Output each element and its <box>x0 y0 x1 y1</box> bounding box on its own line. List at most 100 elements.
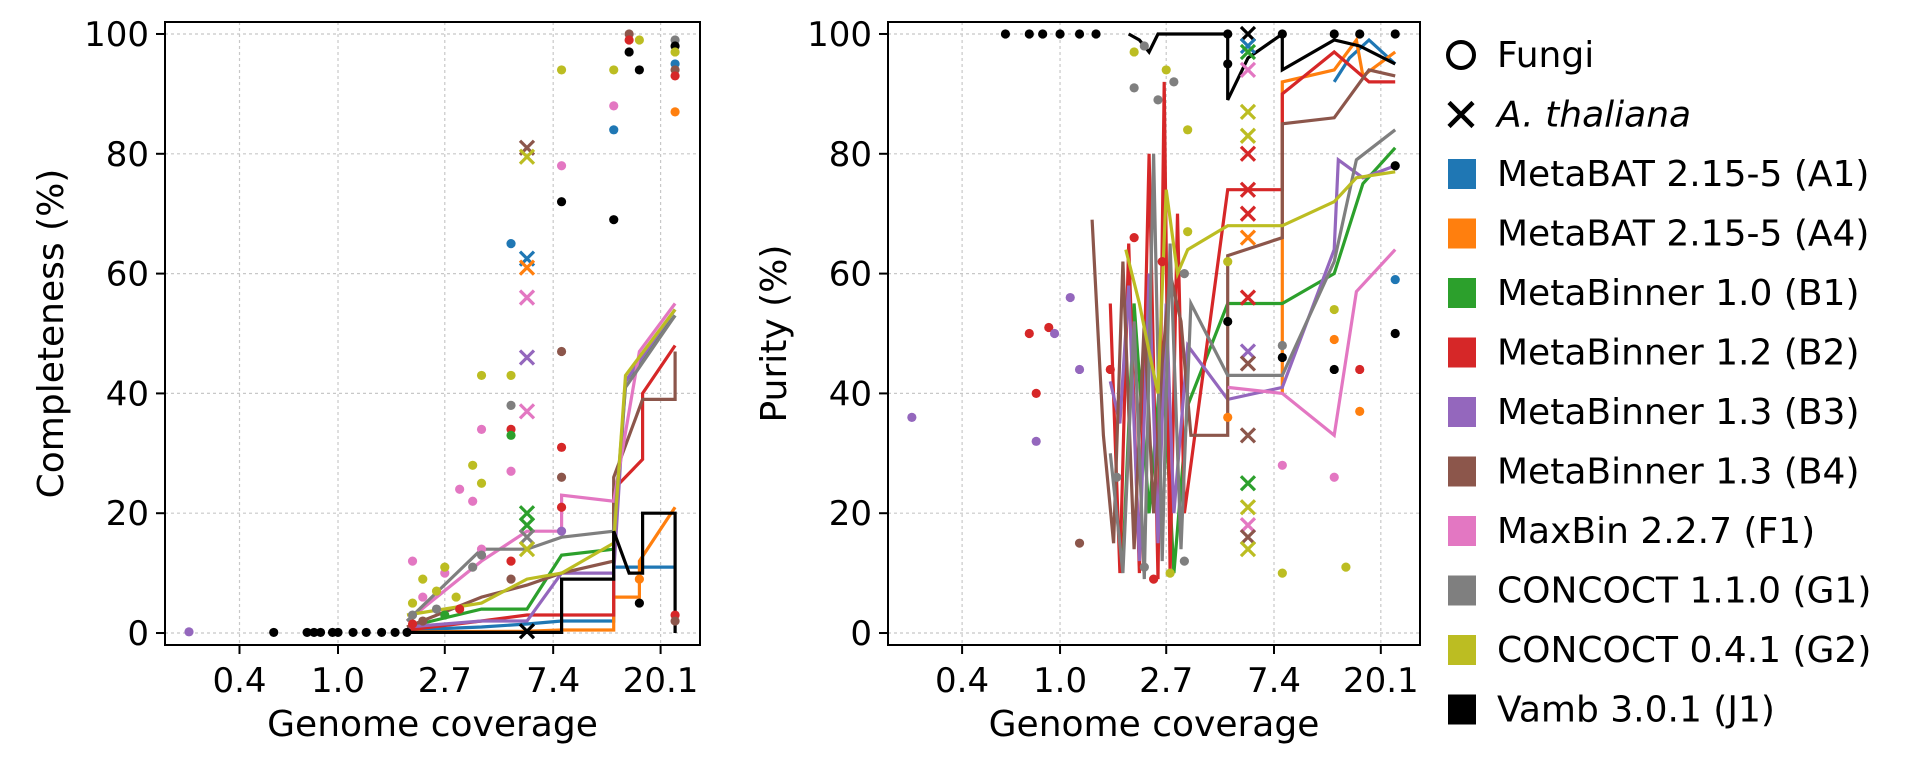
y-tick-label: 100 <box>84 15 149 55</box>
x-marker-point <box>518 529 536 546</box>
data-point <box>1065 292 1075 303</box>
y-axis-title: Purity (%) <box>754 245 795 423</box>
plot-area <box>184 29 680 640</box>
data-point <box>1038 29 1048 39</box>
series-line <box>1108 128 1397 580</box>
data-point <box>451 592 461 602</box>
legend-swatch <box>1448 575 1476 606</box>
data-point <box>390 627 400 638</box>
series-line <box>406 308 677 617</box>
legend-series-label: MetaBinner 1.3 (B4) <box>1497 452 1860 493</box>
y-tick-label: 40 <box>106 374 149 414</box>
y-tick-label: 0 <box>850 614 872 654</box>
legend-swatch <box>1448 218 1476 249</box>
x-marker-point <box>1239 355 1257 372</box>
legend-series-label: CONCOCT 0.4.1 (G2) <box>1497 630 1871 671</box>
x-tick-label: 20.1 <box>623 661 699 701</box>
data-point <box>1000 29 1011 39</box>
x-marker-point <box>1239 541 1257 558</box>
legend-series-label: Vamb 3.0.1 (J1) <box>1497 690 1775 731</box>
x-marker-point <box>1239 43 1257 61</box>
data-point <box>407 610 418 620</box>
x-marker-point <box>518 259 536 276</box>
x-axis-title: Genome coverage <box>989 704 1320 745</box>
data-point <box>506 430 516 440</box>
y-tick-label: 60 <box>829 255 872 295</box>
data-point <box>476 478 487 488</box>
legend-swatch <box>1448 694 1476 725</box>
data-point <box>1179 556 1189 566</box>
data-point <box>407 619 418 629</box>
legend-swatch <box>1448 337 1476 368</box>
data-point <box>624 35 634 45</box>
data-point <box>506 400 516 410</box>
data-point <box>1183 227 1193 237</box>
data-point <box>556 65 567 75</box>
series-line <box>1227 248 1397 439</box>
x-tick-label: 2.7 <box>418 661 472 701</box>
data-point <box>440 610 450 620</box>
data-point <box>1112 472 1122 482</box>
data-point <box>348 627 358 638</box>
data-point <box>634 574 644 584</box>
data-point <box>1390 29 1400 39</box>
legend-marker-label: Fungi <box>1497 35 1594 76</box>
legend-swatch <box>1448 278 1476 308</box>
data-point <box>1329 29 1339 39</box>
data-point <box>1223 59 1233 69</box>
x-tick-label: 1.0 <box>311 661 365 701</box>
data-point <box>377 627 387 638</box>
data-point <box>1139 562 1149 572</box>
legend-series-label: MetaBAT 2.15-5 (A4) <box>1497 214 1869 255</box>
data-point <box>1169 77 1179 87</box>
axes-frame <box>164 21 701 646</box>
data-point <box>1074 364 1085 375</box>
data-point <box>402 627 412 638</box>
data-point <box>1183 125 1193 135</box>
data-point <box>315 627 326 638</box>
legend-series-label: MetaBinner 1.3 (B3) <box>1497 392 1860 433</box>
data-point <box>440 562 450 572</box>
x-marker-point <box>1239 61 1257 79</box>
x-marker-point <box>1239 229 1257 246</box>
data-point <box>1223 412 1233 422</box>
x-marker-point <box>518 541 536 558</box>
data-point <box>1161 65 1171 75</box>
data-point <box>1355 364 1365 375</box>
x-tick-label: 7.4 <box>1247 661 1301 701</box>
data-point <box>1031 436 1041 446</box>
data-point <box>506 466 516 476</box>
data-point <box>1044 322 1054 333</box>
data-point <box>1091 29 1101 39</box>
data-point <box>361 627 371 638</box>
data-point <box>556 472 567 482</box>
data-point <box>670 107 680 117</box>
data-point <box>1329 364 1339 375</box>
x-marker-point <box>1239 25 1257 43</box>
x-marker-point <box>1239 289 1257 306</box>
y-tick-label: 80 <box>829 135 872 175</box>
legend-swatch <box>1448 635 1476 665</box>
x-marker-point <box>1239 499 1257 516</box>
x-marker-point <box>518 517 536 534</box>
x-marker-point <box>518 403 536 420</box>
x-icon <box>1447 100 1475 129</box>
data-point <box>1024 29 1034 39</box>
x-tick-label: 2.7 <box>1139 661 1193 701</box>
data-point <box>556 197 567 207</box>
data-point <box>634 35 644 45</box>
x-marker-point <box>1239 103 1257 120</box>
x-marker-point <box>1239 127 1257 144</box>
data-point <box>634 598 644 608</box>
data-point <box>418 592 428 602</box>
circle-icon <box>1446 40 1476 70</box>
legend: Fungi A. thaliana MetaBAT 2.15-5 (A1) MetaB… <box>1446 35 1871 731</box>
x-marker-point <box>1239 37 1257 55</box>
data-point <box>1355 406 1365 416</box>
data-point <box>1179 268 1189 279</box>
x-marker-point <box>1239 343 1257 360</box>
data-point <box>1074 29 1085 39</box>
data-point <box>506 239 516 249</box>
data-point <box>1157 257 1167 267</box>
data-point <box>1329 472 1339 482</box>
